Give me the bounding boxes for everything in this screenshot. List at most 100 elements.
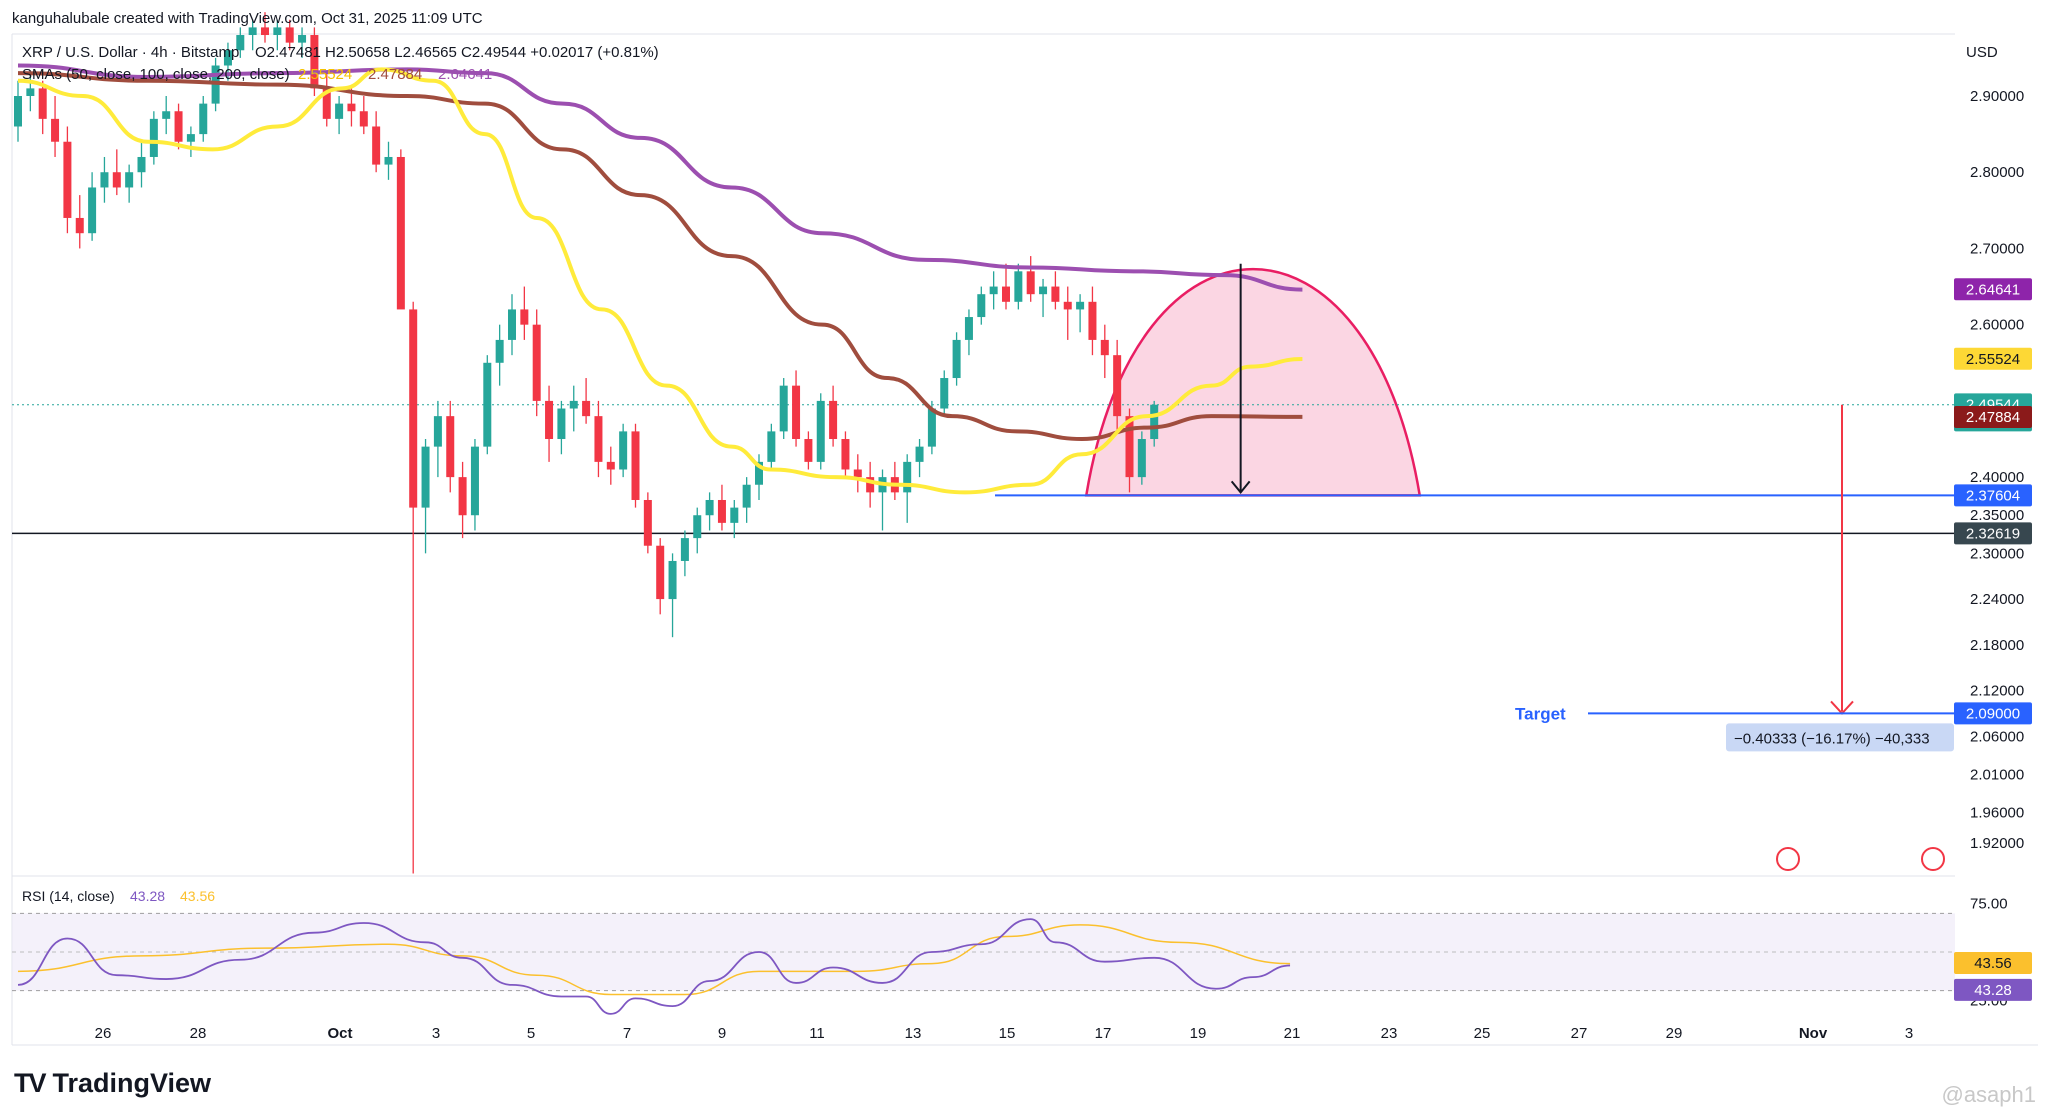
candle-body xyxy=(668,560,677,600)
candle-body xyxy=(1113,355,1122,417)
candle-body xyxy=(1125,416,1134,478)
candle-body xyxy=(680,538,689,561)
event-flag-icon xyxy=(1921,847,1945,871)
y-axis-tick: 2.40000 xyxy=(1970,469,2024,486)
candle-body xyxy=(792,385,801,440)
candle-body xyxy=(384,156,393,165)
measure-label: −0.40333 (−16.17%) −40,333 xyxy=(1734,730,1930,747)
candle-body xyxy=(421,446,430,508)
rsi-ma-tag-value: 43.56 xyxy=(1974,955,2012,972)
candle-body xyxy=(273,27,282,36)
candle-body xyxy=(643,499,652,546)
price-tag-value: 2.37604 xyxy=(1966,487,2020,504)
candle-body xyxy=(755,461,763,485)
candle-body xyxy=(149,118,158,157)
candle-body xyxy=(545,400,554,440)
candle-body xyxy=(989,286,998,295)
candle-body xyxy=(248,27,257,36)
y-axis-tick: 1.96000 xyxy=(1970,805,2024,822)
sma100-line xyxy=(17,71,1303,442)
x-axis-tick: 27 xyxy=(1571,1025,1588,1042)
candle-body xyxy=(767,431,776,462)
candle-body xyxy=(841,439,850,470)
candle-body xyxy=(557,408,566,440)
x-axis-tick: 7 xyxy=(623,1025,631,1042)
candle-body xyxy=(396,156,405,310)
candle-body xyxy=(903,461,912,493)
y-axis-tick: 2.70000 xyxy=(1970,240,2024,257)
rsi-ma-legend-value: 43.56 xyxy=(180,888,215,904)
candle-body xyxy=(359,111,368,127)
price-tag xyxy=(1954,522,2032,545)
x-axis-tick: 28 xyxy=(190,1025,207,1042)
tv-logo-icon: TV xyxy=(14,1068,46,1098)
y-axis-tick: 2.12000 xyxy=(1970,683,2024,700)
sma50-legend-value: 2.55524 xyxy=(298,66,353,83)
candle-body xyxy=(483,362,492,447)
candle-body xyxy=(335,103,344,119)
price-tag-value: 2.55524 xyxy=(1966,351,2020,368)
measure-arrow-head xyxy=(1230,480,1251,494)
candle-body xyxy=(347,103,356,112)
x-axis-tick: 3 xyxy=(1905,1025,1913,1042)
watermark: @asaph1 xyxy=(1941,1082,2036,1107)
candle-body xyxy=(829,400,838,440)
candle-body xyxy=(816,400,825,462)
candle-body xyxy=(952,339,961,379)
candle-body xyxy=(310,35,319,89)
candle-body xyxy=(409,309,418,508)
candle-body xyxy=(1039,286,1048,295)
target-label: Target xyxy=(1515,704,1566,723)
candle-body xyxy=(717,499,726,523)
rsi-legend-value: 43.28 xyxy=(130,888,165,904)
rsi-ma-line xyxy=(17,924,1291,996)
candle-body xyxy=(75,217,84,234)
sma50-line xyxy=(17,67,1303,495)
candle-body xyxy=(372,126,381,165)
price-tag-value: 2.09000 xyxy=(1966,705,2020,722)
candle-body xyxy=(964,317,973,340)
y-axis-tick: 2.60000 xyxy=(1970,317,2024,334)
rsi-tag xyxy=(1954,978,2032,1001)
price-tag xyxy=(1954,702,2032,725)
candle-body xyxy=(1051,286,1060,302)
candle-body xyxy=(619,431,628,470)
y-axis-tick: 2.06000 xyxy=(1970,728,2024,745)
x-axis-tick: 5 xyxy=(527,1025,535,1042)
measure-box xyxy=(1726,723,1954,752)
y-axis-tick: 2.18000 xyxy=(1970,637,2024,654)
candle-body xyxy=(940,378,949,409)
candle-body xyxy=(125,172,134,188)
candle-body xyxy=(1026,271,1035,295)
candle-body xyxy=(495,339,504,363)
candle-body xyxy=(977,294,986,318)
price-tag-value: 2.32619 xyxy=(1966,525,2020,542)
candle-body xyxy=(223,50,232,66)
symbol-label: XRP / U.S. Dollar · 4h · Bitstamp xyxy=(22,44,240,61)
candle-body xyxy=(199,103,208,135)
candle-body xyxy=(915,446,924,462)
price-tag-value: 2.64641 xyxy=(1966,281,2020,298)
candle-body xyxy=(236,35,245,51)
y-axis-tick: 2.90000 xyxy=(1970,88,2024,105)
candle-body xyxy=(804,439,813,462)
currency-button[interactable]: USD xyxy=(1966,44,1998,61)
candle-body xyxy=(186,134,195,142)
x-axis-tick: 15 xyxy=(999,1025,1016,1042)
x-axis-tick: 25 xyxy=(1474,1025,1491,1042)
rounded-top-arc xyxy=(1084,267,1422,497)
y-axis-tick: 2.35000 xyxy=(1970,507,2024,524)
y-axis-tick: 2.01000 xyxy=(1970,766,2024,783)
candle-body xyxy=(446,416,455,478)
candle-body xyxy=(1088,301,1097,340)
candle-body xyxy=(162,111,171,119)
x-axis-tick: 19 xyxy=(1190,1025,1207,1042)
candle-body xyxy=(433,416,442,447)
rsi-label: RSI (14, close) xyxy=(22,888,115,904)
candle-body xyxy=(38,88,47,119)
ohlc-readout: O2.47481 H2.50658 L2.46565 C2.49544 +0.0… xyxy=(255,44,659,61)
candle-body xyxy=(594,416,603,462)
sma200-line xyxy=(17,63,1303,292)
rsi-tick: 75.00 xyxy=(1970,896,2008,913)
